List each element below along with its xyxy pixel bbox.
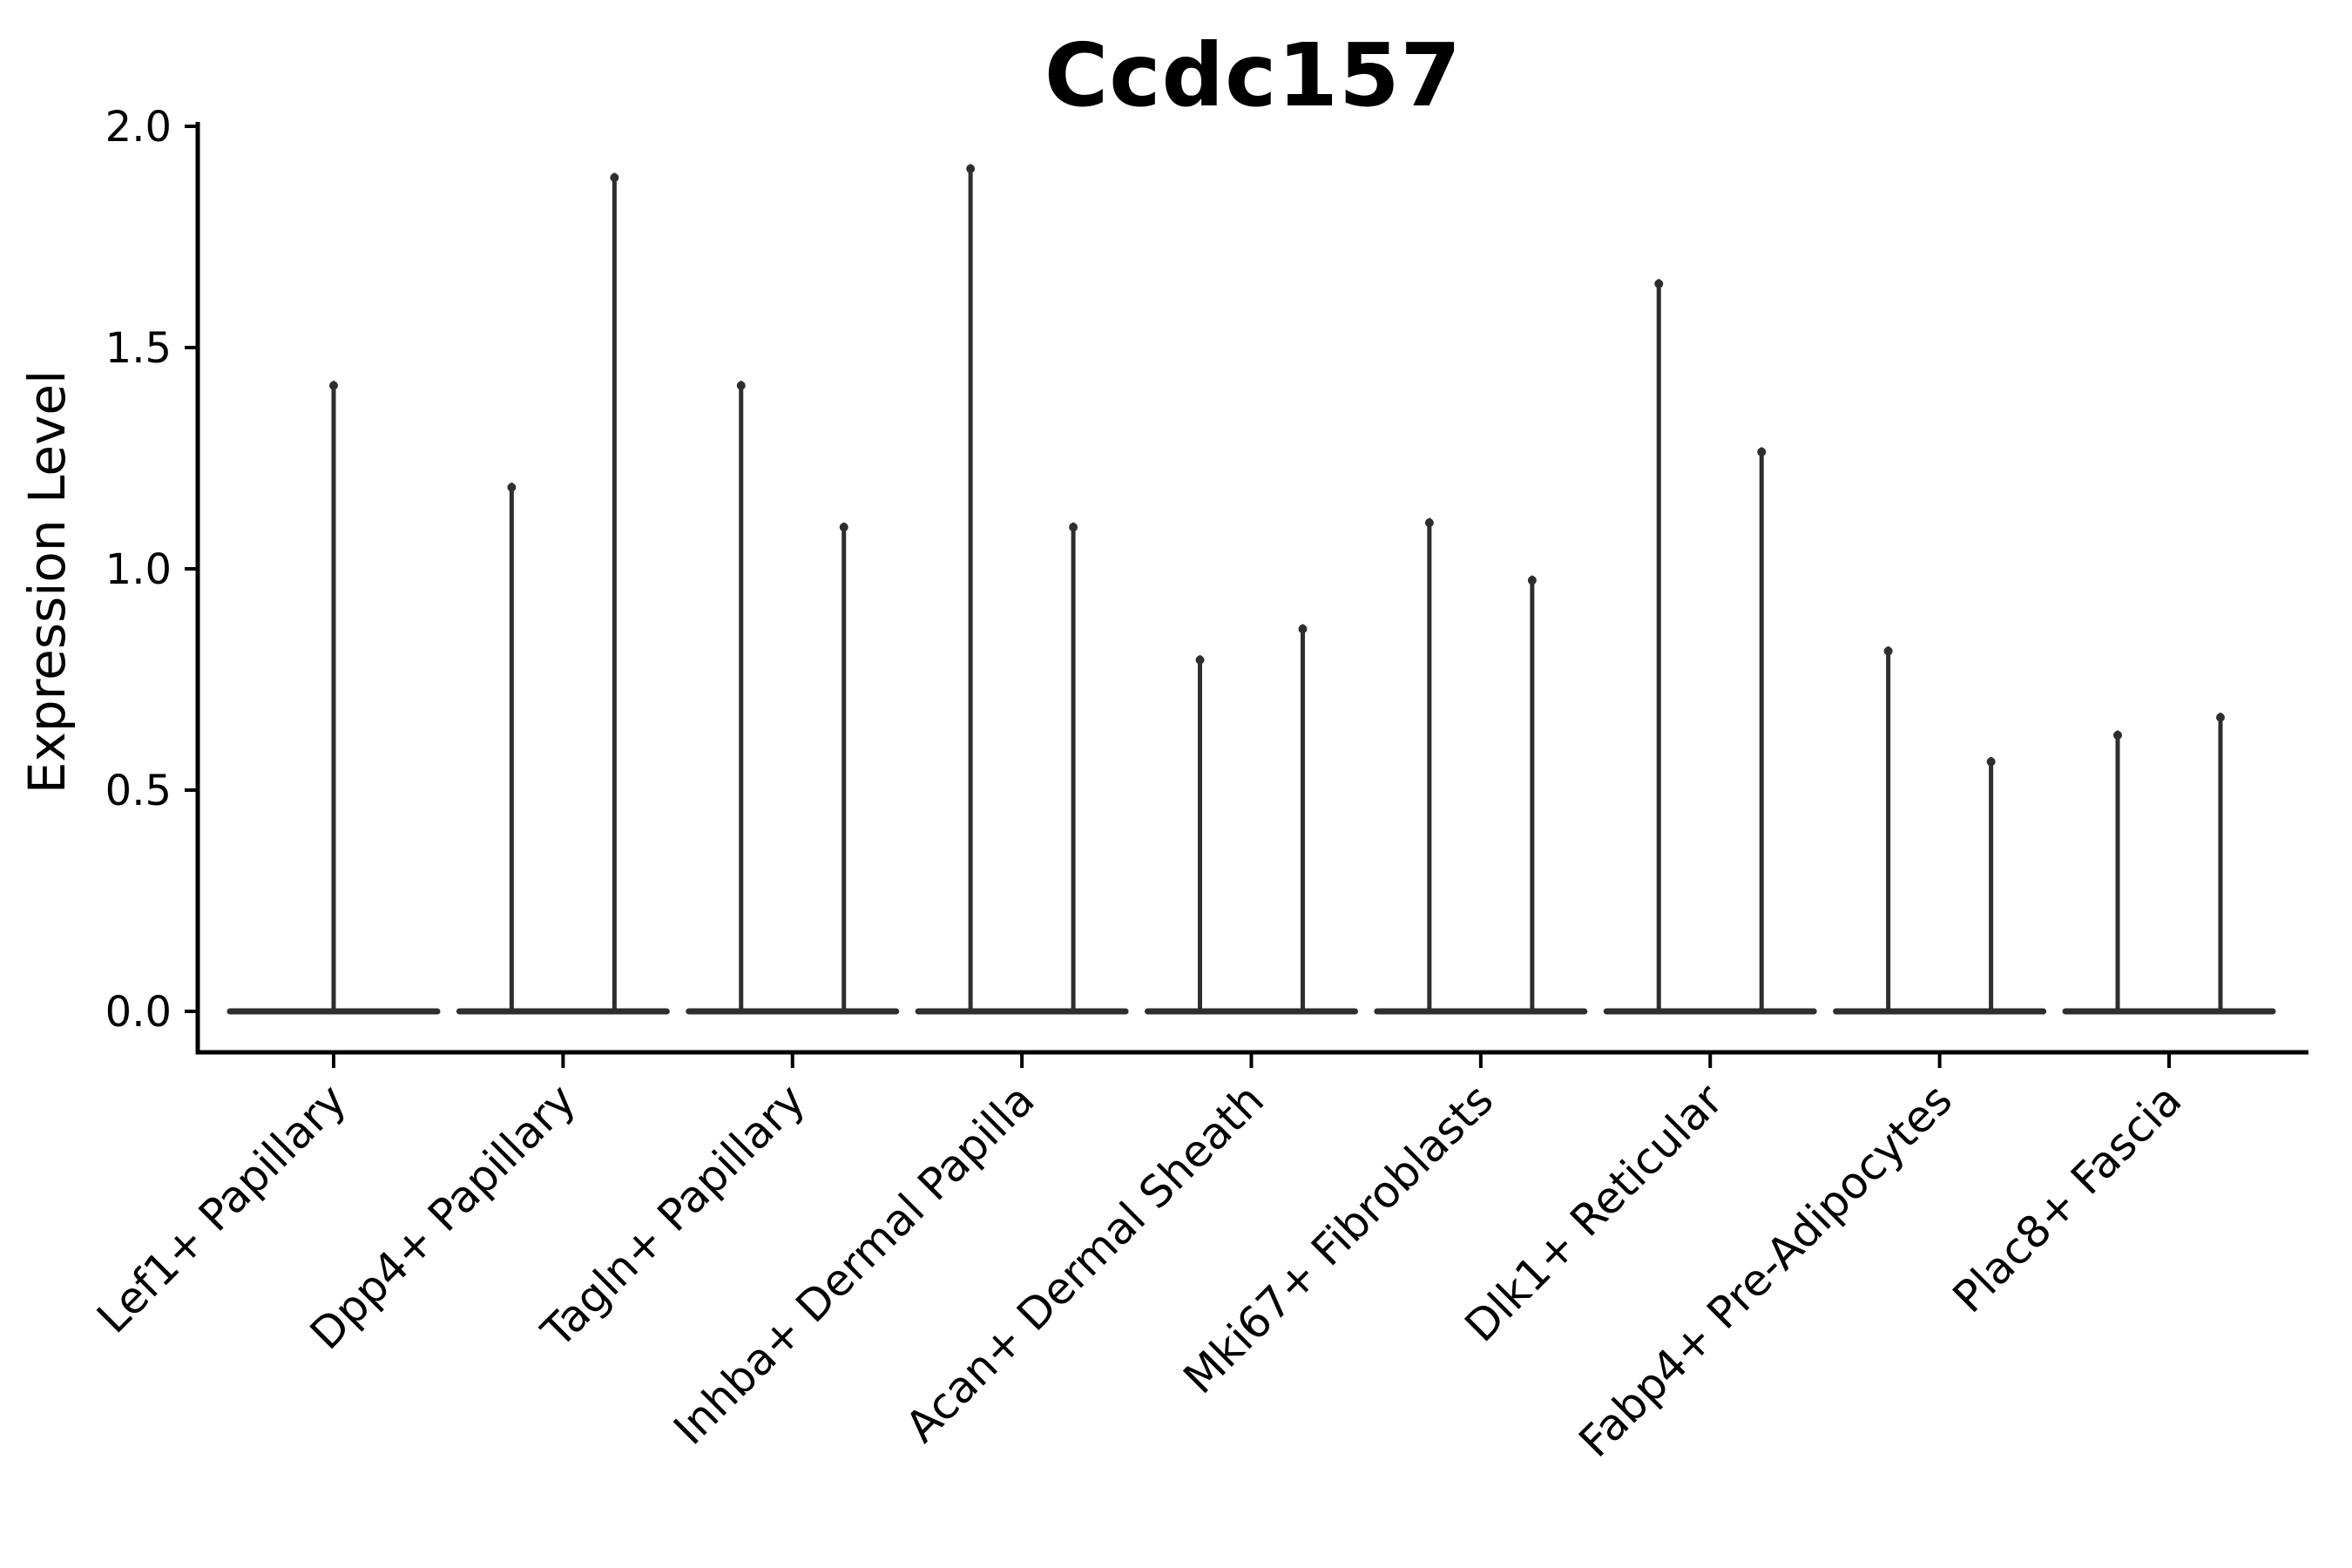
violin-8 xyxy=(1833,645,2047,1015)
chart-title: Ccdc157 xyxy=(1044,24,1463,126)
spike-tip-dot xyxy=(507,483,517,492)
y-tick-label: 2.0 xyxy=(105,103,172,152)
spike-tip-dot xyxy=(839,523,848,532)
spike-tip-dot xyxy=(2216,713,2225,722)
spike-tip-dot xyxy=(610,172,619,182)
y-tick-label: 0.5 xyxy=(105,767,172,815)
spike-tip-dot xyxy=(1527,576,1537,585)
spike-tip-dot xyxy=(1298,625,1308,634)
violin-3 xyxy=(686,381,900,1015)
violin-4 xyxy=(915,164,1129,1015)
spike-tip-dot xyxy=(1883,646,1893,656)
spike-tip-dot xyxy=(1986,757,1996,767)
y-tick-label: 0.0 xyxy=(105,988,172,1037)
violin-9 xyxy=(2062,713,2276,1015)
violin-1 xyxy=(226,381,441,1015)
x-tick-label: Lef1+ Papillary xyxy=(87,1074,355,1342)
spike-tip-dot xyxy=(736,381,746,390)
spike-tip-dot xyxy=(1195,655,1205,665)
violin-6 xyxy=(1374,517,1588,1015)
spike-tip-dot xyxy=(1069,523,1078,532)
spike-tip-dot xyxy=(1654,279,1664,288)
spike-tip-dot xyxy=(966,164,976,173)
spike-tip-dot xyxy=(329,381,338,390)
violin-5 xyxy=(1145,624,1358,1015)
x-tick-label: Plac8+ Fascia xyxy=(1943,1074,2192,1322)
violin-2 xyxy=(456,172,670,1015)
violins-group xyxy=(226,164,2276,1015)
y-tick-label: 1.0 xyxy=(105,545,172,594)
spike-tip-dot xyxy=(1424,518,1434,528)
spike-tip-dot xyxy=(1757,447,1767,456)
y-tick-label: 1.5 xyxy=(105,324,172,373)
spike-tip-dot xyxy=(2113,730,2122,740)
y-axis-label: Expression Level xyxy=(17,370,77,794)
violin-7 xyxy=(1603,279,1817,1015)
x-tick-label: Fabp4+ Pre-Adipocytes xyxy=(1570,1074,1963,1467)
